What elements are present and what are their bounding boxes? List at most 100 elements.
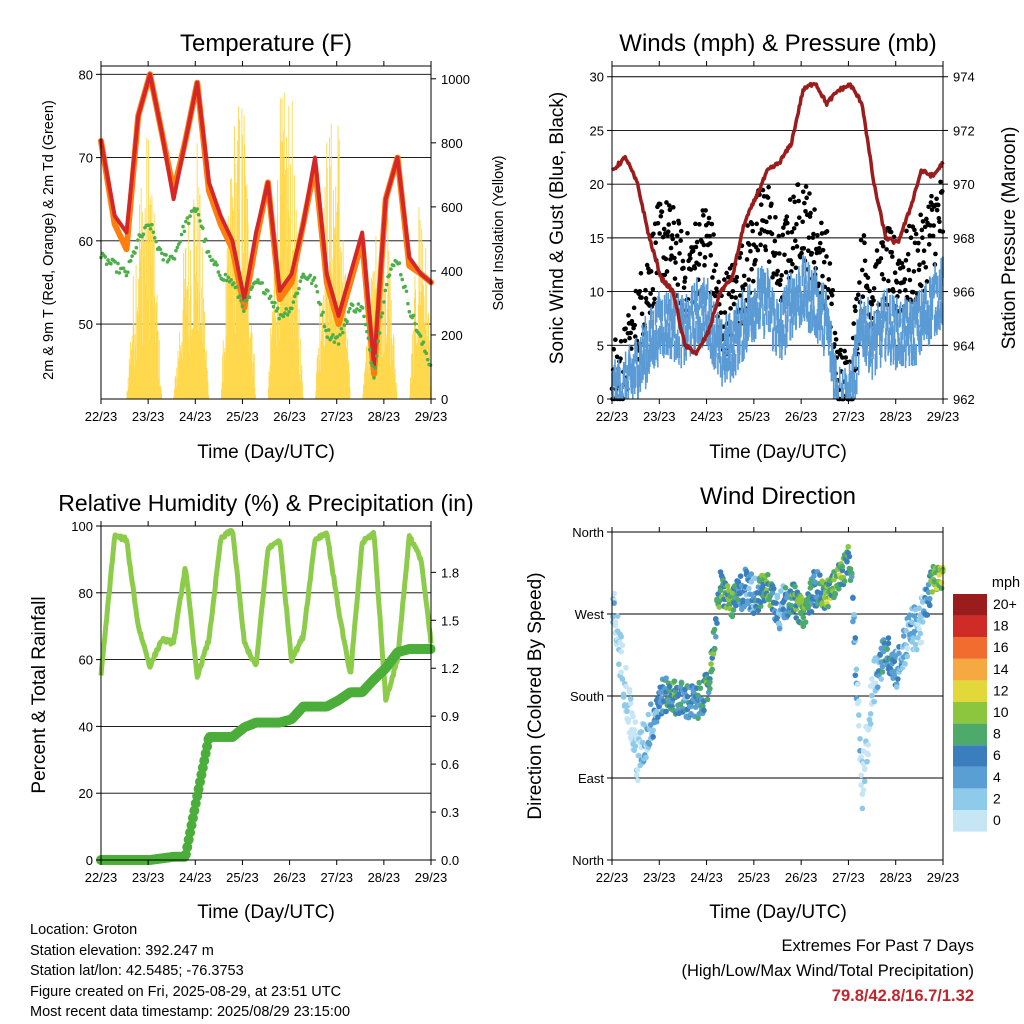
gust-point — [855, 292, 861, 298]
dewpoint-point — [237, 294, 242, 298]
dewpoint-point — [135, 238, 140, 242]
direction-point — [860, 787, 867, 793]
direction-point — [906, 612, 913, 619]
direction-point — [645, 711, 652, 718]
direction-point — [938, 585, 945, 592]
dewpoint-point — [346, 310, 351, 314]
dewpoint-point — [273, 300, 277, 305]
gust-point — [632, 322, 637, 328]
dewpoint-point — [151, 230, 156, 234]
dewpoint-point — [188, 214, 192, 218]
gust-point — [775, 268, 780, 274]
gust-point — [857, 280, 862, 285]
gust-point — [820, 247, 826, 253]
dewpoint-point — [154, 239, 158, 244]
gust-point — [622, 338, 628, 344]
dewpoint-point — [418, 334, 423, 338]
direction-point — [844, 558, 850, 565]
gust-series — [609, 179, 946, 402]
gust-point — [795, 182, 801, 187]
direction-point — [800, 614, 807, 621]
temperature-panel: Temperature (F) 506070800200400600800100… — [41, 30, 507, 463]
direction-point — [912, 641, 919, 648]
winds-x-tick-label: 26/23 — [785, 409, 818, 424]
dewpoint-point — [130, 254, 134, 258]
dewpoint-point — [225, 278, 229, 283]
gust-point — [817, 250, 822, 255]
gust-point — [876, 259, 882, 265]
dewpoint-point — [208, 254, 212, 259]
gust-point — [731, 301, 737, 307]
direction-point — [678, 680, 685, 687]
gust-point — [865, 285, 870, 291]
gust-point — [661, 226, 667, 232]
humidity-x-tick-label: 23/23 — [132, 870, 165, 885]
rainfall-y2-tick-label: 1.2 — [441, 661, 459, 676]
winds-x-tick-label: 28/23 — [879, 409, 912, 424]
colorbar-swatch — [953, 702, 987, 724]
dewpoint-point — [150, 222, 154, 227]
dewpoint-point — [226, 275, 231, 280]
direction-point — [936, 572, 943, 578]
gust-point — [830, 287, 836, 293]
temperature-y-tick-label: 50 — [79, 317, 93, 332]
gust-point — [779, 273, 784, 278]
direction-y-tick-label: North — [572, 525, 604, 540]
dewpoint-point — [179, 232, 184, 237]
gust-point — [907, 277, 913, 283]
dewpoint-point — [223, 272, 228, 277]
dewpoint-point — [358, 308, 362, 313]
dewpoint-point — [106, 258, 110, 262]
pressure-y2-tick-label: 972 — [953, 123, 975, 138]
direction-point — [776, 625, 783, 632]
gust-point — [796, 198, 801, 204]
gust-point — [639, 295, 644, 300]
dewpoint-point — [324, 328, 328, 333]
dewpoint-point — [321, 310, 325, 315]
dewpoint-point — [370, 363, 375, 368]
gust-point — [666, 222, 672, 227]
gust-point — [917, 262, 922, 268]
dewpoint-point — [319, 313, 324, 317]
gust-point — [791, 226, 797, 231]
direction-point — [869, 692, 875, 699]
temperature-x-tick-label: 29/23 — [415, 409, 448, 424]
direction-point — [865, 751, 872, 758]
direction-point — [618, 633, 625, 640]
wind-series — [611, 255, 944, 399]
dewpoint-point — [421, 340, 426, 344]
pressure-y2-tick-label: 964 — [953, 338, 975, 353]
rainfall-y2-tick-label: 0.3 — [441, 805, 459, 820]
humidity-y-tick-label: 0 — [86, 853, 93, 868]
gust-point — [905, 251, 911, 257]
direction-point — [869, 676, 875, 682]
gust-point — [730, 288, 736, 294]
gust-point — [670, 205, 676, 210]
winds-x-tick-label: 24/23 — [690, 409, 723, 424]
gust-point — [660, 234, 666, 240]
direction-point — [624, 708, 630, 715]
direction-point — [653, 718, 660, 725]
direction-x-tick-label: 25/23 — [738, 870, 771, 885]
temp-2m-line — [99, 72, 433, 368]
gust-point — [802, 200, 807, 206]
gust-point — [709, 221, 715, 227]
direction-point — [916, 626, 922, 632]
colorbar-label: 14 — [993, 661, 1009, 677]
direction-point — [611, 590, 617, 597]
direction-point — [858, 754, 864, 760]
gust-point — [820, 273, 825, 279]
colorbar-swatch — [953, 658, 987, 681]
colorbar-label: 6 — [993, 747, 1001, 763]
direction-point — [853, 666, 860, 673]
direction-point — [839, 563, 846, 570]
gust-point — [926, 242, 932, 247]
dewpoint-point — [335, 335, 339, 339]
gust-point — [799, 250, 804, 256]
gust-point — [643, 296, 649, 301]
dewpoint-point — [372, 376, 376, 380]
gust-point — [618, 338, 624, 344]
gust-point — [663, 256, 669, 262]
gust-point — [737, 293, 743, 298]
direction-point — [631, 727, 638, 733]
